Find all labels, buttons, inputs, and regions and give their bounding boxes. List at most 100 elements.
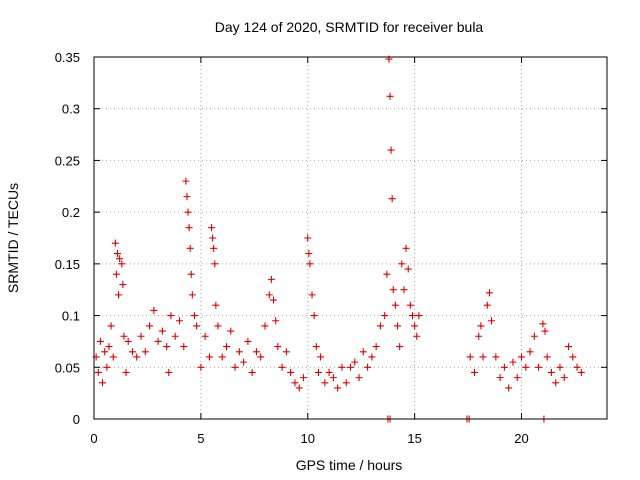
data-point bbox=[372, 343, 380, 351]
data-point bbox=[167, 312, 175, 320]
data-point bbox=[364, 363, 372, 371]
data-point bbox=[212, 301, 220, 309]
data-point bbox=[466, 353, 474, 361]
data-point bbox=[248, 368, 256, 376]
data-point bbox=[150, 306, 158, 314]
data-point bbox=[122, 368, 130, 376]
data-point bbox=[185, 224, 193, 232]
data-point bbox=[190, 312, 198, 320]
data-point bbox=[477, 322, 485, 330]
data-point bbox=[208, 224, 216, 232]
data-point bbox=[101, 348, 109, 356]
data-point bbox=[306, 260, 314, 268]
data-point bbox=[556, 363, 564, 371]
plot-frame bbox=[93, 56, 608, 420]
data-point bbox=[308, 291, 316, 299]
y-axis-label: SRMTID / TECUs bbox=[5, 183, 21, 293]
data-point bbox=[184, 208, 192, 216]
data-point bbox=[408, 312, 416, 320]
data-point bbox=[338, 363, 346, 371]
data-point bbox=[107, 322, 115, 330]
data-point bbox=[96, 337, 104, 345]
data-point bbox=[114, 250, 122, 258]
data-point bbox=[188, 291, 196, 299]
data-point bbox=[112, 270, 120, 278]
data-point bbox=[291, 379, 299, 387]
x-axis-label: GPS time / hours bbox=[296, 457, 403, 473]
y-tick-label: 0 bbox=[73, 412, 80, 427]
data-point bbox=[492, 353, 500, 361]
y-tick-label: 0.25 bbox=[55, 153, 80, 168]
data-point bbox=[396, 343, 404, 351]
data-point bbox=[526, 348, 534, 356]
data-point bbox=[470, 368, 478, 376]
data-point bbox=[560, 374, 568, 382]
data-point bbox=[389, 286, 397, 294]
data-point bbox=[312, 343, 320, 351]
chart-title: Day 124 of 2020, SRMTID for receiver bul… bbox=[215, 19, 484, 35]
data-point bbox=[94, 368, 102, 376]
data-point bbox=[518, 353, 525, 361]
data-point bbox=[569, 353, 577, 361]
data-point bbox=[329, 374, 337, 382]
data-point bbox=[240, 358, 248, 366]
data-point bbox=[111, 239, 119, 247]
data-point bbox=[223, 343, 231, 351]
data-points bbox=[92, 55, 585, 423]
data-point bbox=[394, 322, 402, 330]
data-point bbox=[530, 332, 538, 340]
data-point bbox=[133, 353, 141, 361]
data-point bbox=[387, 146, 395, 154]
data-point bbox=[368, 353, 376, 361]
data-point bbox=[183, 193, 191, 201]
data-point bbox=[124, 337, 132, 345]
y-tick-label: 0.05 bbox=[55, 360, 80, 375]
data-point bbox=[543, 353, 551, 361]
data-point bbox=[210, 244, 218, 252]
data-point bbox=[299, 374, 307, 382]
data-point bbox=[475, 332, 483, 340]
data-point bbox=[404, 265, 412, 273]
data-point bbox=[522, 363, 530, 371]
data-point bbox=[351, 358, 359, 366]
data-point bbox=[383, 270, 391, 278]
data-point bbox=[287, 368, 295, 376]
data-point bbox=[193, 322, 201, 330]
data-point bbox=[513, 374, 521, 382]
data-point bbox=[325, 368, 333, 376]
data-point bbox=[165, 368, 173, 376]
data-point bbox=[118, 260, 126, 268]
data-point bbox=[402, 244, 410, 252]
data-point bbox=[411, 322, 419, 330]
data-point bbox=[479, 353, 487, 361]
y-tick-label: 0.2 bbox=[62, 205, 80, 220]
data-point bbox=[391, 301, 399, 309]
data-point bbox=[205, 353, 213, 361]
data-point bbox=[317, 353, 325, 361]
data-point bbox=[261, 322, 269, 330]
data-point bbox=[314, 368, 322, 376]
data-point bbox=[158, 327, 166, 335]
y-tick-label: 0.3 bbox=[62, 102, 80, 117]
data-point bbox=[334, 384, 342, 392]
data-point bbox=[547, 368, 555, 376]
data-point bbox=[252, 348, 260, 356]
data-point bbox=[406, 301, 414, 309]
data-point bbox=[381, 312, 389, 320]
data-point bbox=[347, 363, 354, 371]
data-point bbox=[209, 234, 217, 242]
data-point bbox=[201, 332, 209, 340]
data-point bbox=[376, 322, 384, 330]
data-point bbox=[116, 255, 124, 263]
data-point bbox=[398, 260, 406, 268]
data-point bbox=[539, 320, 547, 328]
data-point bbox=[386, 92, 394, 100]
data-point bbox=[235, 348, 243, 356]
data-point bbox=[115, 291, 123, 299]
x-tick-label: 5 bbox=[197, 431, 204, 446]
data-point bbox=[295, 384, 303, 392]
data-point bbox=[509, 358, 517, 366]
data-point bbox=[496, 374, 504, 382]
data-point bbox=[270, 296, 278, 304]
